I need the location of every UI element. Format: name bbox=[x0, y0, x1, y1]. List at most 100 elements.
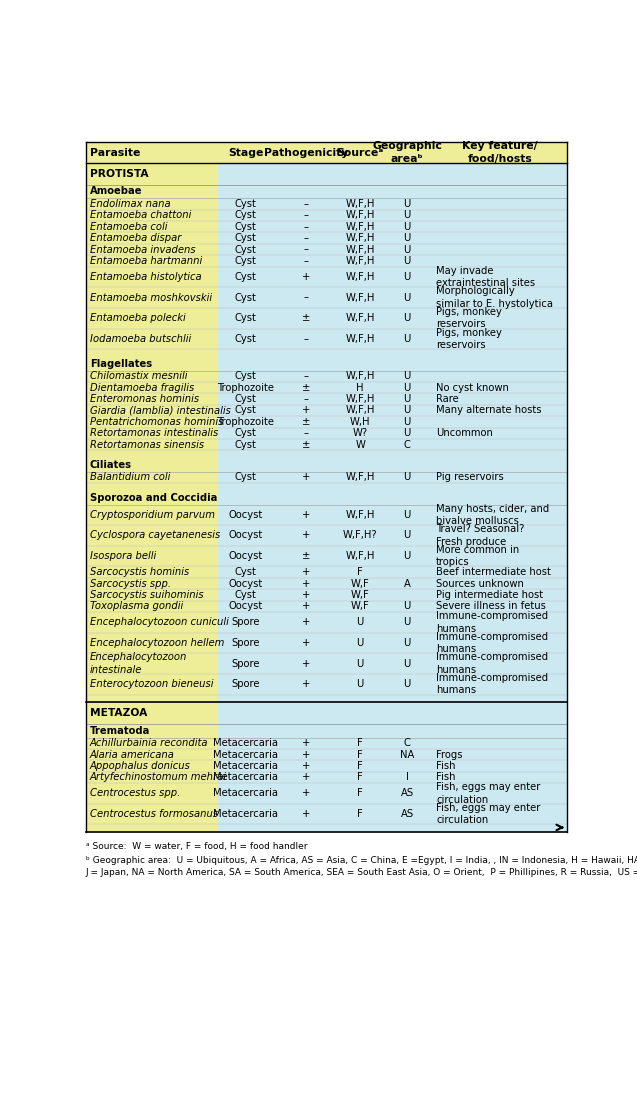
Text: Cyst: Cyst bbox=[235, 256, 257, 266]
Text: Appophalus donicus: Appophalus donicus bbox=[90, 761, 190, 771]
Text: +: + bbox=[302, 810, 310, 820]
Text: W,F,H: W,F,H bbox=[345, 394, 375, 404]
Text: Encephalocytozoon cuniculi: Encephalocytozoon cuniculi bbox=[90, 618, 229, 628]
Text: –: – bbox=[303, 199, 308, 208]
Text: U: U bbox=[403, 313, 411, 323]
Text: Endolimax nana: Endolimax nana bbox=[90, 199, 170, 208]
Bar bbox=[86, 804, 218, 824]
Bar bbox=[86, 526, 218, 546]
Bar bbox=[218, 702, 567, 724]
Text: +: + bbox=[302, 772, 310, 783]
Text: Spore: Spore bbox=[232, 679, 260, 690]
Text: ±: ± bbox=[302, 439, 310, 449]
Text: +: + bbox=[302, 679, 310, 690]
Text: Metacercaria: Metacercaria bbox=[213, 761, 278, 771]
Text: Sourceᵃ: Sourceᵃ bbox=[336, 147, 383, 157]
Text: –: – bbox=[303, 293, 308, 303]
Text: U: U bbox=[403, 334, 411, 344]
Text: –: – bbox=[303, 334, 308, 344]
Text: Cyst: Cyst bbox=[235, 439, 257, 449]
Bar bbox=[218, 349, 567, 357]
Bar bbox=[218, 394, 567, 405]
Text: Artyfechinostomum mehrai: Artyfechinostomum mehrai bbox=[90, 772, 227, 783]
Text: NA: NA bbox=[400, 750, 414, 760]
Bar bbox=[218, 505, 567, 526]
Bar bbox=[86, 142, 567, 163]
Text: Retortamonas intestinalis: Retortamonas intestinalis bbox=[90, 428, 218, 438]
Text: Entamoeba invadens: Entamoeba invadens bbox=[90, 244, 196, 254]
Bar bbox=[86, 210, 218, 221]
Text: +: + bbox=[302, 510, 310, 520]
Text: +: + bbox=[302, 618, 310, 628]
Text: F: F bbox=[357, 750, 363, 760]
Text: Cyst: Cyst bbox=[235, 293, 257, 303]
Text: Centrocestus spp.: Centrocestus spp. bbox=[90, 788, 180, 798]
Text: Immune-compromised
humans: Immune-compromised humans bbox=[436, 611, 548, 633]
Text: Iodamoeba butschlii: Iodamoeba butschlii bbox=[90, 334, 191, 344]
Text: Trematoda: Trematoda bbox=[90, 725, 150, 735]
Text: Balantidium coli: Balantidium coli bbox=[90, 472, 170, 482]
Text: METAZOA: METAZOA bbox=[90, 708, 147, 718]
Text: F: F bbox=[357, 761, 363, 771]
Text: W,F,H: W,F,H bbox=[345, 293, 375, 303]
Text: +: + bbox=[302, 788, 310, 798]
Text: Sarcocystis hominis: Sarcocystis hominis bbox=[90, 567, 189, 577]
Bar bbox=[86, 163, 218, 184]
Text: Spore: Spore bbox=[232, 659, 260, 669]
Text: Pig intermediate host: Pig intermediate host bbox=[436, 590, 543, 600]
Text: Spore: Spore bbox=[232, 638, 260, 648]
Text: +: + bbox=[302, 590, 310, 600]
Text: W,F,H: W,F,H bbox=[345, 244, 375, 254]
Text: Sources unknown: Sources unknown bbox=[436, 579, 524, 589]
Text: Giardia (lamblia) intestinalis: Giardia (lamblia) intestinalis bbox=[90, 406, 231, 416]
Bar bbox=[218, 653, 567, 674]
Text: W,F,H: W,F,H bbox=[345, 510, 375, 520]
Text: Entamoeba histolytica: Entamoeba histolytica bbox=[90, 272, 201, 282]
Text: W,F,H: W,F,H bbox=[345, 272, 375, 282]
Text: Fish: Fish bbox=[436, 772, 455, 783]
Text: W,F,H: W,F,H bbox=[345, 472, 375, 482]
Bar bbox=[218, 749, 567, 761]
Text: U: U bbox=[403, 211, 411, 221]
Text: W,F,H: W,F,H bbox=[345, 313, 375, 323]
Text: +: + bbox=[302, 272, 310, 282]
Bar bbox=[218, 567, 567, 578]
Text: W?: W? bbox=[353, 428, 368, 438]
Text: ±: ± bbox=[302, 313, 310, 323]
Text: +: + bbox=[302, 739, 310, 749]
Text: Oocyst: Oocyst bbox=[229, 510, 263, 520]
Text: F: F bbox=[357, 810, 363, 820]
Text: Isospora belli: Isospora belli bbox=[90, 551, 156, 561]
Text: Parasite: Parasite bbox=[90, 147, 140, 157]
Text: C: C bbox=[404, 739, 410, 749]
Text: Morphologically
similar to E. hystolytica: Morphologically similar to E. hystolytic… bbox=[436, 286, 553, 308]
Text: Amoebae: Amoebae bbox=[90, 186, 142, 196]
Bar bbox=[86, 694, 218, 702]
Text: W,F: W,F bbox=[351, 601, 369, 611]
Bar bbox=[218, 184, 567, 199]
Text: Entamoeba coli: Entamoeba coli bbox=[90, 222, 167, 232]
Bar bbox=[86, 824, 218, 832]
Text: +: + bbox=[302, 579, 310, 589]
Text: A: A bbox=[404, 579, 410, 589]
Text: Trophozoite: Trophozoite bbox=[217, 383, 275, 393]
Text: U: U bbox=[403, 383, 411, 393]
Text: Cyst: Cyst bbox=[235, 334, 257, 344]
Bar bbox=[218, 546, 567, 567]
Text: Fish, eggs may enter
circulation: Fish, eggs may enter circulation bbox=[436, 803, 541, 825]
Bar bbox=[218, 233, 567, 244]
Bar bbox=[86, 450, 218, 458]
Bar bbox=[218, 471, 567, 484]
Text: Metacercaria: Metacercaria bbox=[213, 750, 278, 760]
Text: H: H bbox=[357, 383, 364, 393]
Bar bbox=[218, 484, 567, 491]
Text: –: – bbox=[303, 222, 308, 232]
Text: –: – bbox=[303, 428, 308, 438]
Text: Frogs: Frogs bbox=[436, 750, 462, 760]
Text: ᵃ Source:  W = water, F = food, H = food handler: ᵃ Source: W = water, F = food, H = food … bbox=[86, 842, 307, 851]
Text: Immune-compromised
humans: Immune-compromised humans bbox=[436, 652, 548, 674]
Bar bbox=[86, 328, 218, 349]
Text: ᵇ Geographic area:  U = Ubiquitous, A = Africa, AS = Asia, C = China, E =Egypt, : ᵇ Geographic area: U = Ubiquitous, A = A… bbox=[86, 856, 637, 877]
Text: Cyst: Cyst bbox=[235, 372, 257, 381]
Text: –: – bbox=[303, 244, 308, 254]
